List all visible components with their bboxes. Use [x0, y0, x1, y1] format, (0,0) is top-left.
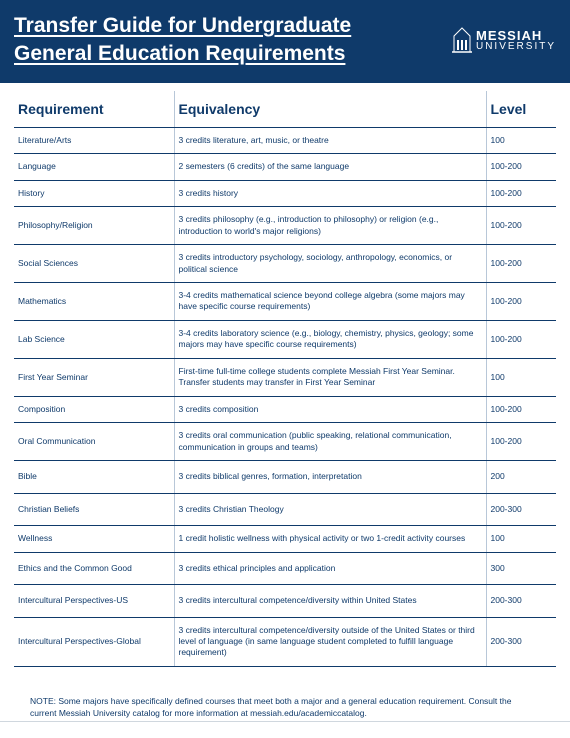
cell-equivalency: 3 credits philosophy (e.g., introduction… — [174, 207, 486, 245]
cell-level: 100-200 — [486, 320, 556, 358]
university-logo: MESSIAH UNIVERSITY — [452, 26, 556, 54]
building-icon — [452, 26, 472, 54]
logo-name: MESSIAH — [476, 29, 556, 42]
table-row: Ethics and the Common Good3 credits ethi… — [14, 552, 556, 584]
footnote: NOTE: Some majors have specifically defi… — [0, 667, 570, 720]
cell-level: 300 — [486, 552, 556, 584]
cell-level: 100-200 — [486, 423, 556, 461]
cell-requirement: Wellness — [14, 526, 174, 552]
cell-level: 100 — [486, 127, 556, 153]
cell-equivalency: 3-4 credits laboratory science (e.g., bi… — [174, 320, 486, 358]
cell-equivalency: 3 credits ethical principles and applica… — [174, 552, 486, 584]
cell-equivalency: 3 credits intercultural competence/diver… — [174, 585, 486, 617]
cell-level: 200-300 — [486, 493, 556, 525]
cell-requirement: Intercultural Perspectives-US — [14, 585, 174, 617]
col-requirement: Requirement — [14, 91, 174, 128]
cell-level: 100-200 — [486, 282, 556, 320]
table-row: Intercultural Perspectives-US3 credits i… — [14, 585, 556, 617]
footer-divider — [0, 721, 570, 722]
logo-text: MESSIAH UNIVERSITY — [476, 29, 556, 52]
cell-level: 200 — [486, 461, 556, 493]
title-block: Transfer Guide for Undergraduate General… — [14, 12, 442, 69]
cell-requirement: Lab Science — [14, 320, 174, 358]
cell-equivalency: 3 credits intercultural competence/diver… — [174, 617, 486, 666]
table-row: Bible3 credits biblical genres, formatio… — [14, 461, 556, 493]
requirements-table: Requirement Equivalency Level Literature… — [14, 91, 556, 667]
cell-level: 100-200 — [486, 245, 556, 283]
cell-equivalency: 3 credits Christian Theology — [174, 493, 486, 525]
cell-level: 100-200 — [486, 180, 556, 206]
cell-requirement: Philosophy/Religion — [14, 207, 174, 245]
cell-equivalency: 1 credit holistic wellness with physical… — [174, 526, 486, 552]
cell-equivalency: 3 credits literature, art, music, or the… — [174, 127, 486, 153]
cell-equivalency: 3 credits biblical genres, formation, in… — [174, 461, 486, 493]
cell-equivalency: 2 semesters (6 credits) of the same lang… — [174, 154, 486, 180]
table-row: Literature/Arts3 credits literature, art… — [14, 127, 556, 153]
table-row: Language2 semesters (6 credits) of the s… — [14, 154, 556, 180]
cell-requirement: History — [14, 180, 174, 206]
cell-equivalency: 3-4 credits mathematical science beyond … — [174, 282, 486, 320]
cell-requirement: Bible — [14, 461, 174, 493]
cell-level: 100-200 — [486, 207, 556, 245]
table-row: Philosophy/Religion3 credits philosophy … — [14, 207, 556, 245]
cell-requirement: Composition — [14, 396, 174, 422]
table-header-row: Requirement Equivalency Level — [14, 91, 556, 128]
table-container: Requirement Equivalency Level Literature… — [0, 83, 570, 667]
table-row: Social Sciences3 credits introductory ps… — [14, 245, 556, 283]
cell-level: 200-300 — [486, 585, 556, 617]
cell-equivalency: First-time full-time college students co… — [174, 358, 486, 396]
logo-subtitle: UNIVERSITY — [476, 42, 556, 52]
table-row: Composition3 credits composition100-200 — [14, 396, 556, 422]
table-row: Mathematics3-4 credits mathematical scie… — [14, 282, 556, 320]
table-row: Lab Science3-4 credits laboratory scienc… — [14, 320, 556, 358]
header: Transfer Guide for Undergraduate General… — [0, 0, 570, 83]
cell-requirement: Oral Communication — [14, 423, 174, 461]
cell-equivalency: 3 credits history — [174, 180, 486, 206]
cell-requirement: Language — [14, 154, 174, 180]
table-row: History3 credits history100-200 — [14, 180, 556, 206]
table-row: Wellness1 credit holistic wellness with … — [14, 526, 556, 552]
cell-equivalency: 3 credits introductory psychology, socio… — [174, 245, 486, 283]
cell-requirement: Social Sciences — [14, 245, 174, 283]
cell-level: 200-300 — [486, 617, 556, 666]
cell-requirement: Mathematics — [14, 282, 174, 320]
cell-level: 100 — [486, 526, 556, 552]
cell-equivalency: 3 credits composition — [174, 396, 486, 422]
cell-level: 100-200 — [486, 396, 556, 422]
title-line-2: General Education Requirements — [14, 40, 442, 68]
col-equivalency: Equivalency — [174, 91, 486, 128]
cell-level: 100 — [486, 358, 556, 396]
cell-level: 100-200 — [486, 154, 556, 180]
table-row: Oral Communication3 credits oral communi… — [14, 423, 556, 461]
table-row: Intercultural Perspectives-Global3 credi… — [14, 617, 556, 666]
cell-requirement: Christian Beliefs — [14, 493, 174, 525]
cell-equivalency: 3 credits oral communication (public spe… — [174, 423, 486, 461]
cell-requirement: Ethics and the Common Good — [14, 552, 174, 584]
cell-requirement: First Year Seminar — [14, 358, 174, 396]
cell-requirement: Intercultural Perspectives-Global — [14, 617, 174, 666]
cell-requirement: Literature/Arts — [14, 127, 174, 153]
title-line-1: Transfer Guide for Undergraduate — [14, 12, 442, 40]
col-level: Level — [486, 91, 556, 128]
table-row: First Year SeminarFirst-time full-time c… — [14, 358, 556, 396]
table-row: Christian Beliefs3 credits Christian The… — [14, 493, 556, 525]
